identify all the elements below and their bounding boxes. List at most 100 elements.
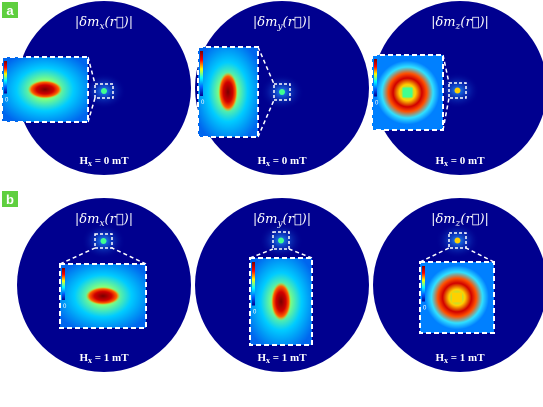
zoom-line <box>442 97 450 131</box>
field-sub: x <box>444 356 448 365</box>
small-box <box>94 233 113 249</box>
title-tail: (r⃗)| <box>105 212 134 227</box>
title-main: |δm <box>75 15 100 30</box>
colorbar <box>200 51 203 96</box>
plot-title: |δmz(r⃗)| <box>431 15 489 32</box>
field-main: H <box>79 352 88 364</box>
field-tail: = 0 mT <box>92 155 129 167</box>
panel-label: b <box>6 192 14 207</box>
title-main: |δm <box>253 212 278 227</box>
panel-label-box <box>2 191 18 207</box>
zoom-line <box>111 247 147 265</box>
inset-box <box>249 257 313 346</box>
colorbar <box>252 262 255 306</box>
inset-core <box>218 72 238 112</box>
zoom-line <box>419 247 450 263</box>
small-mode <box>101 88 107 94</box>
colorbar-min: 0 <box>253 310 257 316</box>
zoom-line <box>87 56 96 85</box>
small-mode <box>100 238 107 244</box>
small-box <box>273 83 291 101</box>
field-tail: = 1 mT <box>448 352 485 364</box>
plot-title: |δmx(r⃗)| <box>75 212 133 229</box>
colorbar-min: 0 <box>423 306 427 312</box>
field-tail: = 1 mT <box>270 352 307 364</box>
plot-title: |δmy(r⃗)| <box>253 15 311 32</box>
zoom-line <box>465 247 495 263</box>
title-main: |δm <box>431 15 456 30</box>
title-tail: (r⃗)| <box>283 15 312 30</box>
field-main: H <box>257 352 266 364</box>
inset-box <box>197 46 259 138</box>
small-mode <box>278 237 284 244</box>
small-mode <box>454 237 461 244</box>
title-sub: y <box>276 219 283 229</box>
title-main: |δm <box>75 212 100 227</box>
plot: 0 |δmz(r⃗)| Hx = 1 mT <box>373 198 543 372</box>
field-sub: x <box>266 159 270 168</box>
small-box <box>272 231 290 250</box>
plot-title: |δmy(r⃗)| <box>253 212 311 229</box>
plot: 0|δmx(r⃗)|Hx = 1 mT <box>17 198 191 372</box>
title-tail: (r⃗)| <box>283 212 312 227</box>
plot: 0 |δmy(r⃗)| Hx = 0 mT <box>195 1 369 175</box>
colorbar <box>4 61 7 94</box>
colorbar-min: 0 <box>201 100 205 106</box>
inset-core <box>85 287 121 305</box>
plot: 0|δmx(r⃗)|Hx = 0 mT <box>1 1 191 175</box>
colorbar-min: 0 <box>63 304 67 310</box>
inset-center <box>402 87 413 98</box>
inset-box <box>59 263 147 329</box>
small-box <box>448 232 467 249</box>
field-main: H <box>435 155 444 167</box>
field-tail: = 0 mT <box>270 155 307 167</box>
panel-label-box <box>2 2 18 18</box>
field-sub: x <box>266 356 270 365</box>
panel-label: a <box>6 3 14 18</box>
field-sub: x <box>88 159 92 168</box>
small-box <box>94 83 114 99</box>
title-tail: (r⃗)| <box>460 15 489 30</box>
field-label: Hx = 1 mT <box>257 352 307 365</box>
small-mode <box>454 87 461 94</box>
small-box <box>448 82 467 99</box>
field-label: Hx = 1 mT <box>79 352 129 365</box>
inset-box <box>1 56 89 123</box>
title-main: |δm <box>431 212 456 227</box>
colorbar <box>374 59 377 97</box>
field-label: Hx = 0 mT <box>435 155 485 168</box>
inset-core <box>27 80 63 99</box>
title-tail: (r⃗)| <box>105 15 134 30</box>
title-sub: y <box>276 22 283 32</box>
plot-title: |δmz(r⃗)| <box>431 212 489 229</box>
inset-box <box>371 54 444 131</box>
colorbar <box>62 268 65 300</box>
plot: 0 |δmy(r⃗)| Hx = 1 mT <box>195 198 369 372</box>
plot-title: |δmx(r⃗)| <box>75 15 133 32</box>
title-sub: z <box>455 219 461 229</box>
plot: 0 |δmz(r⃗)| Hx = 0 mT <box>371 1 543 175</box>
field-main: H <box>79 155 88 167</box>
colorbar-min: 0 <box>375 101 379 107</box>
field-tail: = 1 mT <box>92 352 129 364</box>
field-main: H <box>435 352 444 364</box>
colorbar-min: 0 <box>5 98 9 104</box>
inset-box <box>419 261 495 334</box>
field-sub: x <box>88 356 92 365</box>
field-label: Hx = 0 mT <box>257 155 307 168</box>
small-mode <box>279 89 285 95</box>
field-label: Hx = 1 mT <box>435 352 485 365</box>
field-main: H <box>257 155 266 167</box>
colorbar <box>422 266 425 302</box>
field-sub: x <box>444 159 448 168</box>
inset-core <box>271 282 291 321</box>
field-label: Hx = 0 mT <box>79 155 129 168</box>
field-tail: = 0 mT <box>448 155 485 167</box>
zoom-line <box>442 54 450 84</box>
title-sub: z <box>455 22 461 32</box>
title-sub: x <box>99 219 104 229</box>
title-main: |δm <box>253 15 278 30</box>
title-tail: (r⃗)| <box>460 212 489 227</box>
title-sub: x <box>99 22 104 32</box>
